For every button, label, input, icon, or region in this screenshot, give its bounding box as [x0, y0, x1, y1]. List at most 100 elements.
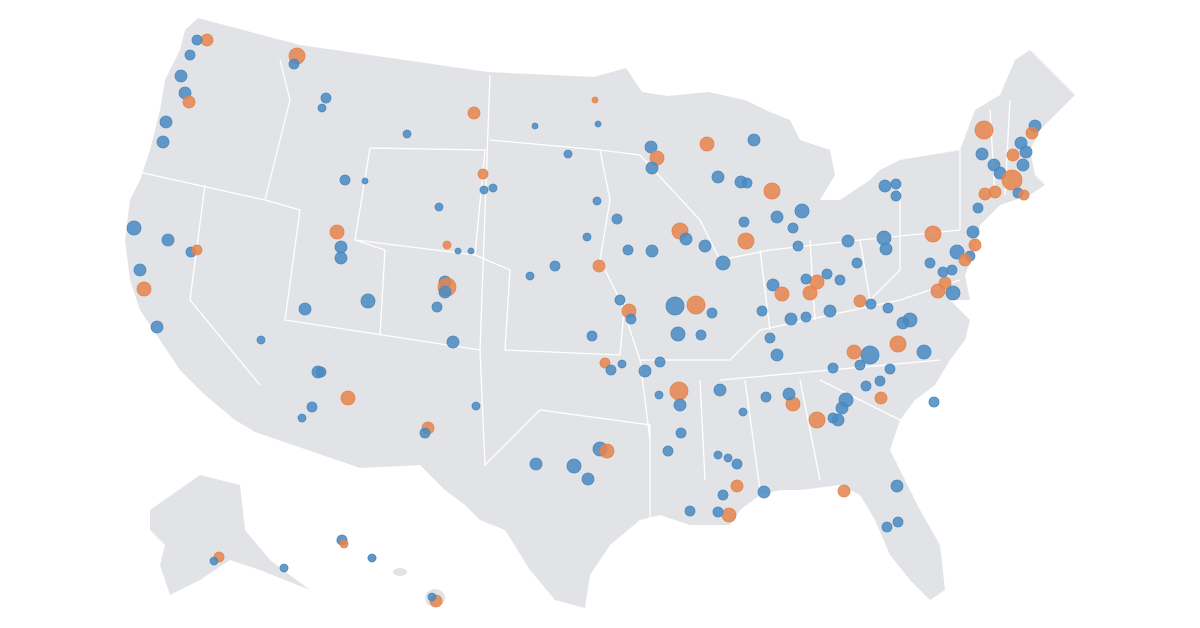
- city-dot: [715, 255, 731, 271]
- city-dot: [306, 401, 318, 413]
- city-dot: [339, 174, 351, 186]
- city-dot: [712, 506, 724, 518]
- city-dot: [874, 391, 888, 405]
- city-dot: [581, 472, 595, 486]
- city-dot: [1019, 145, 1033, 159]
- city-dot: [879, 242, 893, 256]
- city-dot: [865, 298, 877, 310]
- state-border: [639, 359, 941, 491]
- city-dot: [434, 202, 444, 212]
- city-dot: [784, 312, 798, 326]
- city-dot: [315, 366, 327, 378]
- city-dot: [529, 457, 543, 471]
- city-dot: [549, 260, 561, 272]
- city-dot: [937, 266, 949, 278]
- state-border: [129, 59, 291, 201]
- city-dot: [808, 411, 826, 429]
- city-dot: [159, 115, 173, 129]
- city-dot: [592, 196, 602, 206]
- city-dot: [442, 240, 452, 250]
- city-dot: [427, 592, 437, 602]
- city-dot: [731, 458, 743, 470]
- city-dot: [834, 274, 846, 286]
- city-dot: [878, 179, 892, 193]
- city-dot: [827, 412, 839, 424]
- city-dot: [591, 96, 599, 104]
- city-dot: [774, 286, 790, 302]
- city-dot: [471, 401, 481, 411]
- state-border: [354, 239, 626, 356]
- city-dot: [876, 230, 892, 246]
- city-dot: [889, 335, 907, 353]
- city-dot: [928, 396, 940, 408]
- city-dot: [766, 278, 780, 292]
- city-dot: [446, 335, 460, 349]
- city-dot: [853, 294, 867, 308]
- city-dot: [150, 320, 164, 334]
- hawaii-island: [393, 568, 407, 576]
- land: [125, 18, 1075, 608]
- city-dot: [809, 274, 825, 290]
- city-dot: [723, 453, 733, 463]
- city-dot: [644, 140, 658, 154]
- city-dot: [698, 239, 712, 253]
- city-dot: [654, 356, 666, 368]
- city-dot: [792, 240, 804, 252]
- city-dot: [525, 271, 535, 281]
- city-dot: [851, 257, 863, 269]
- city-dot: [975, 147, 989, 161]
- city-dot: [297, 413, 307, 423]
- city-dot: [747, 133, 761, 147]
- dots: [126, 33, 1042, 608]
- city-dot: [645, 244, 659, 258]
- city-dot: [438, 285, 452, 299]
- city-dot: [946, 264, 958, 276]
- city-dot: [794, 203, 810, 219]
- city-dot: [972, 202, 984, 214]
- city-dot: [209, 556, 219, 566]
- city-dot: [279, 563, 289, 573]
- city-dot: [882, 302, 894, 314]
- city-dot: [978, 187, 992, 201]
- city-dot: [737, 232, 755, 250]
- city-dot: [617, 359, 627, 369]
- city-dot: [1018, 189, 1030, 201]
- city-dot: [854, 359, 866, 371]
- city-dot: [673, 398, 687, 412]
- city-dot: [738, 407, 748, 417]
- city-dot: [670, 326, 686, 342]
- city-dot: [477, 168, 489, 180]
- city-dot: [592, 259, 606, 273]
- city-dot: [402, 129, 412, 139]
- city-dot: [174, 69, 188, 83]
- city-dot: [625, 313, 637, 325]
- city-dot: [741, 177, 753, 189]
- contiguous-us: [125, 18, 1075, 608]
- city-dot: [156, 135, 170, 149]
- city-dot: [770, 210, 784, 224]
- city-dot: [800, 311, 812, 323]
- city-dot: [200, 33, 214, 47]
- city-dot: [454, 247, 462, 255]
- city-dot: [1025, 126, 1039, 140]
- city-dot: [679, 232, 693, 246]
- city-dot: [488, 183, 498, 193]
- city-dot: [334, 251, 348, 265]
- city-dot: [1006, 148, 1020, 162]
- city-dot: [622, 244, 634, 256]
- city-dot: [800, 273, 812, 285]
- city-dot: [136, 281, 152, 297]
- city-dot: [665, 296, 685, 316]
- city-dot: [881, 521, 893, 533]
- city-dot: [599, 357, 611, 369]
- city-dot: [298, 302, 312, 316]
- city-dot: [968, 238, 982, 252]
- city-dot: [721, 507, 737, 523]
- city-dot: [638, 364, 652, 378]
- city-dot: [711, 170, 725, 184]
- city-dot: [695, 329, 707, 341]
- city-dot: [360, 293, 376, 309]
